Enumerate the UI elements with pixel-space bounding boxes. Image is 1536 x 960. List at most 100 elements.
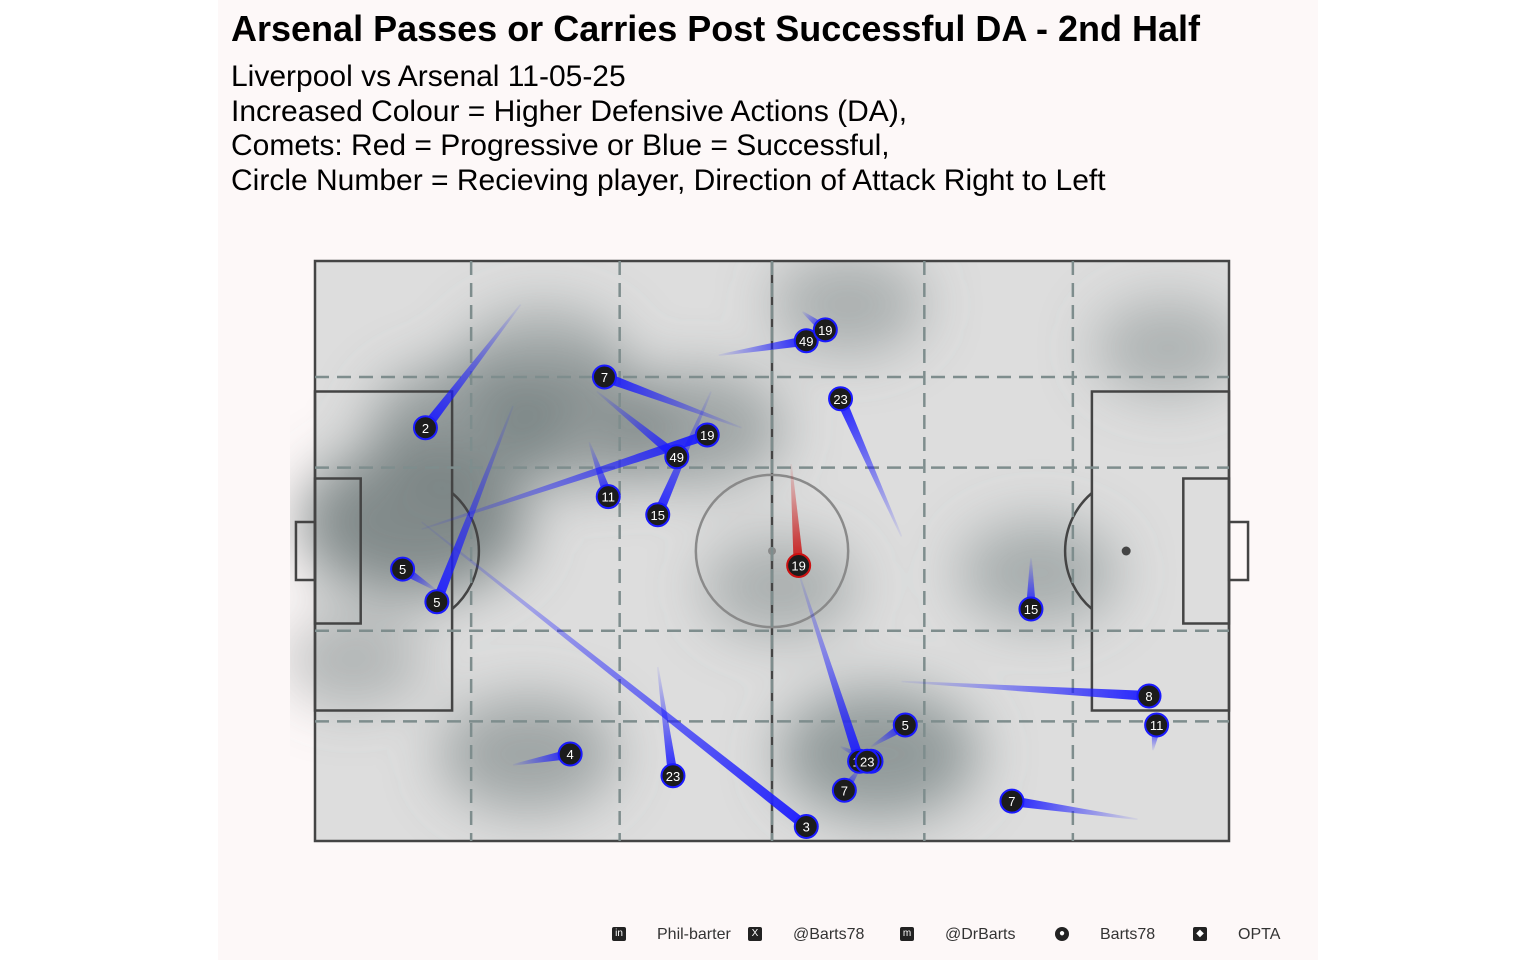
marker-label-21: 8 [1145, 689, 1152, 704]
marker-label-18: 5 [902, 718, 909, 733]
player-marker-9: 23 [660, 763, 686, 789]
footer-dropbox-text: OPTA [1238, 926, 1281, 943]
marker-label-12: 19 [818, 323, 832, 338]
marker-label-20: 15 [1024, 602, 1038, 617]
footer-github-text: Barts78 [1100, 926, 1156, 943]
density-blob-9 [958, 520, 1119, 625]
comet-1 [602, 372, 742, 429]
player-marker-4: 11 [595, 484, 621, 510]
comet-9 [656, 666, 678, 777]
marker-circle-18 [892, 712, 918, 738]
marker-label-13: 23 [833, 392, 847, 407]
marker-circle-1 [591, 364, 617, 390]
left-goal [294, 520, 317, 582]
marker-label-8: 4 [567, 747, 574, 762]
marker-circle-13 [828, 386, 854, 412]
marker-label-4: 11 [601, 490, 615, 505]
player-marker-3: 49 [664, 444, 690, 470]
marker-label-6: 5 [399, 562, 406, 577]
player-marker-6: 5 [390, 556, 416, 582]
footer-linkedin-text: Phil-barter [657, 926, 731, 943]
player-marker-11: 49 [793, 328, 819, 354]
player-marker-19: 7 [831, 777, 857, 803]
marker-circle-7 [424, 589, 450, 615]
comet-11 [718, 335, 808, 357]
player-marker-0: 2 [412, 415, 438, 441]
marker-label-23: 7 [1008, 794, 1015, 809]
comet-trails [399, 304, 1162, 831]
marker-label-3: 49 [670, 450, 684, 465]
marker-label-2: 19 [700, 428, 714, 443]
marker-circle-3 [664, 444, 690, 470]
comet-14 [790, 463, 804, 566]
marker-label-0: 2 [422, 421, 429, 436]
player-marker-5: 15 [645, 502, 671, 528]
player-marker-2: 19 [694, 422, 720, 448]
player-marker-10: 3 [793, 814, 819, 839]
comet-0 [421, 304, 522, 431]
subtitle-line-1: Liverpool vs Arsenal 11-05-25 [231, 60, 626, 93]
marker-circle-21 [1136, 683, 1162, 709]
player-marker-13: 23 [828, 386, 854, 412]
comet-8 [512, 749, 572, 766]
marker-circle-12 [812, 317, 838, 343]
footer-mastodon-text: @DrBarts [945, 926, 1016, 943]
marker-label-7: 5 [433, 595, 440, 610]
footer-x-text: @Barts78 [793, 926, 865, 943]
marker-circle-14 [786, 553, 812, 578]
marker-label-17: 23 [860, 754, 874, 769]
subtitle-line-4: Circle Number = Recieving player, Direct… [231, 164, 1106, 197]
marker-circle-9 [660, 763, 686, 789]
right-penalty-arc [1063, 492, 1093, 610]
player-marker-22: 11 [1144, 712, 1170, 738]
marker-label-22: 11 [1150, 718, 1164, 733]
marker-label-5: 15 [651, 508, 665, 523]
comet-23 [1011, 796, 1138, 821]
marker-circle-19 [831, 777, 857, 803]
github-icon: ● [1055, 927, 1069, 941]
chart-title: Arsenal Passes or Carries Post Successfu… [231, 8, 1201, 49]
marker-circle-20 [1018, 596, 1044, 622]
player-marker-21: 8 [1136, 683, 1162, 709]
comet-13 [835, 396, 903, 537]
player-marker-20: 15 [1018, 596, 1044, 622]
marker-circle-11 [793, 328, 819, 354]
marker-circle-5 [645, 502, 671, 528]
player-marker-1: 7 [591, 364, 617, 390]
comet-20 [1025, 558, 1036, 609]
zone-grid [315, 261, 1229, 841]
density-blob-8 [439, 696, 617, 812]
marker-circle-2 [694, 422, 720, 448]
marker-circle-22 [1144, 712, 1170, 738]
marker-circle-17 [854, 748, 880, 774]
subtitle-line-2: Increased Colour = Higher Defensive Acti… [231, 95, 908, 128]
centre-circle [694, 473, 850, 629]
marker-label-11: 49 [799, 334, 813, 349]
comet-3 [596, 390, 680, 461]
marker-circle-8 [557, 741, 583, 767]
player-marker-14: 19 [786, 553, 812, 578]
linkedin-icon: in [612, 927, 626, 941]
footer-credits: in Phil-barter X @Barts78 m @DrBarts ● B… [0, 924, 1536, 948]
comet-4 [588, 441, 613, 499]
player-marker-23: 7 [999, 788, 1025, 814]
density-blob-6 [702, 537, 857, 638]
player-marker-12: 19 [812, 317, 838, 343]
player-marker-17: 23 [854, 748, 880, 774]
marker-circle-10 [793, 814, 819, 839]
player-marker-8: 4 [557, 741, 583, 767]
player-marker-18: 5 [892, 712, 918, 738]
dropbox-icon: ◆ [1193, 927, 1207, 941]
density-blob-4 [460, 308, 627, 417]
comet-15 [797, 572, 865, 763]
marker-circle-6 [390, 556, 416, 582]
player-marker-7: 5 [424, 589, 450, 615]
player-markers: 27194911155542334919231917282357158117 [390, 317, 1170, 839]
density-blob-11 [290, 613, 425, 707]
right-penalty-spot [1121, 546, 1131, 556]
comet-2 [421, 430, 709, 531]
left-penalty-arc [451, 492, 481, 610]
marker-circle-0 [412, 415, 438, 441]
x-icon: X [748, 927, 762, 941]
